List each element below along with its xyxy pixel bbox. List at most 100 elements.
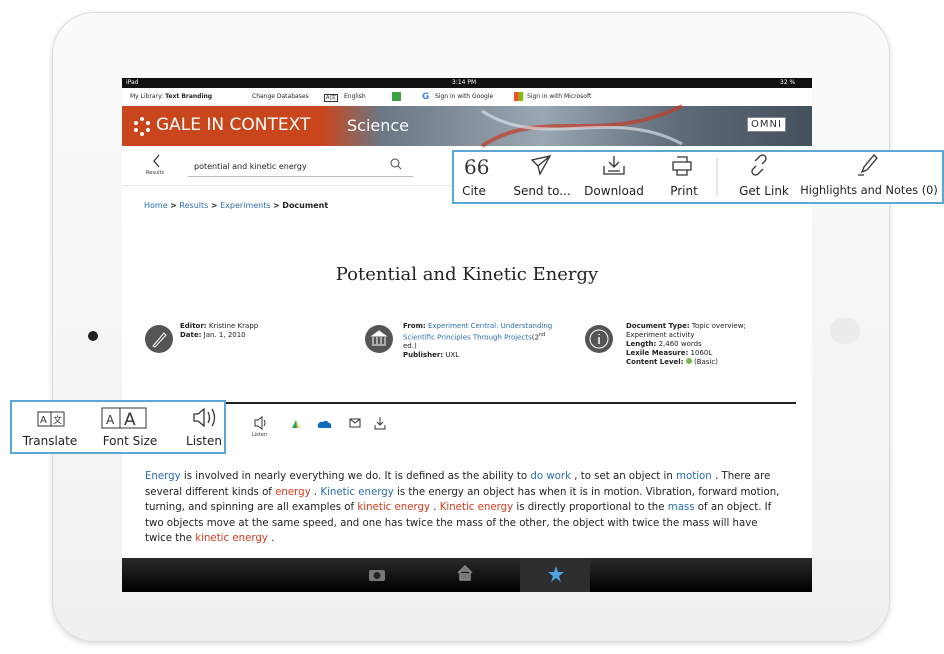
search-query[interactable]: potential and kinetic energy [194,162,307,171]
edition: (2 [532,333,539,341]
search-underline [188,176,413,177]
microsoft-icon [514,92,523,101]
listen-small: Listen [252,432,267,438]
term-link[interactable]: work [546,471,571,482]
battery: 32 % [780,78,795,88]
meta-source: From: Experiment Central: Understanding … [403,322,553,360]
source-icon [364,324,394,354]
text-run: is directly proportional to the [513,502,668,513]
document-title: Potential and Kinetic Energy [122,264,812,285]
meta-label: Lexile Measure: [626,349,688,357]
term-link[interactable]: Kinetic energy [320,487,393,498]
term-link[interactable]: energy [275,487,311,498]
svg-text:A: A [40,415,47,426]
meta-label: Publisher: [403,351,443,359]
toolbar-item[interactable]: Highlights and Notes (0) [797,184,941,197]
toolbar-callout: 66 Cite Send to... Download Print Get Li… [452,150,944,204]
term-link[interactable]: kinetic energy [195,533,268,544]
back-label: Results [146,170,164,176]
edition-sup: nd [539,332,545,338]
svg-text:A: A [106,413,115,427]
google-signin[interactable]: Sign in with Google [435,88,493,106]
microsoft-signin[interactable]: Sign in with Microsoft [527,88,591,106]
dna-image [482,106,682,146]
meta-label: Document Type: [626,322,690,330]
meta-value: (Basic) [694,358,718,366]
meta-editor: Editor: Kristine Krapp Date: Jan. 1, 201… [180,322,330,340]
google-icon: G [422,88,429,106]
back-icon[interactable] [152,154,162,168]
toolbar-item[interactable]: Get Link [734,184,794,198]
toolbar-item[interactable]: Cite [462,184,486,198]
source-link[interactable]: Experiment Central: Understanding Scient… [403,322,552,341]
term-link[interactable]: kinetic energy [357,502,430,513]
reading-tool[interactable]: Listen [174,434,234,448]
accessibility-icon [392,92,401,101]
toolbar-item[interactable]: Print [664,184,704,198]
meta-value: Kristine Krapp [209,322,258,330]
library[interactable]: My Library: Text Branding [130,88,212,106]
language[interactable]: English [344,88,366,106]
translate-icon: A|文 [324,94,338,102]
term-link[interactable]: motion [676,471,712,482]
small-tools [254,416,394,430]
toolbar-icons: 66 [454,152,942,182]
svg-text:66: 66 [464,155,489,179]
term-link[interactable]: Energy [145,471,181,482]
info-icon [584,324,614,354]
meta-value: Jan. 1, 2010 [204,331,246,339]
brand-icon [132,116,152,136]
time: 3:14 PM [452,78,476,88]
top-bar: My Library: Text Branding Change Databas… [122,88,812,107]
breadcrumb: Home > Results > Experiments > Document [144,201,328,210]
meta-label: Length: [626,340,656,348]
product: Science [347,116,409,135]
meta-label: Date: [180,331,201,339]
text-run: . [311,487,321,498]
page: iPad 3:14 PM 32 % My Library: Text Brand… [0,0,944,654]
meta-label: From: [403,322,426,330]
text-run: , to set an object in [571,471,676,482]
meta-label: Editor: [180,322,207,330]
crumb[interactable]: Results [179,201,208,210]
device: iPad [126,78,139,88]
svg-text:文: 文 [53,414,62,426]
crumb[interactable]: Home [144,201,168,210]
omni-logo: OMNI [747,117,786,132]
crumb[interactable]: Experiments [220,201,270,210]
meta-type: Document Type: Topic overview; Experimen… [626,322,776,367]
reading-tool[interactable]: Translate [12,434,88,448]
home-button [830,318,860,344]
star-icon[interactable] [548,566,564,582]
text-run: . [430,502,440,513]
term-link[interactable]: do [530,471,543,482]
meta-value: 1060L [691,349,713,357]
toolbar-item[interactable]: Download [579,184,649,198]
search-icon[interactable] [390,158,402,170]
meta-value: UXL [445,351,459,359]
brand: GALE IN CONTEXT [156,115,310,135]
library-name: Text Branding [165,93,212,100]
banner: GALE IN CONTEXT Science OMNI [122,106,812,146]
paragraph: Energy is involved in nearly everything … [145,469,783,547]
camera-icon[interactable] [369,568,385,582]
library-label: My Library: [130,93,163,100]
editor-icon [144,324,174,354]
text-run: . [268,533,274,544]
toolbar-item[interactable]: Send to... [512,184,572,198]
reading-tool[interactable]: Font Size [94,434,166,448]
bottom-bar [122,558,812,592]
meta-label: Content Level: [626,358,684,366]
separator [145,402,796,404]
meta-value: 2,460 words [659,340,702,348]
term-link[interactable]: mass [668,502,695,513]
home-icon[interactable] [457,565,473,581]
term-link[interactable]: Kinetic energy [440,502,513,513]
svg-text:A: A [124,410,136,430]
crumb-current: Document [282,201,328,210]
camera [88,331,98,341]
status-bar: iPad 3:14 PM 32 % [122,78,812,88]
change-databases[interactable]: Change Databases [252,88,309,106]
edition: ed.) [403,342,417,350]
